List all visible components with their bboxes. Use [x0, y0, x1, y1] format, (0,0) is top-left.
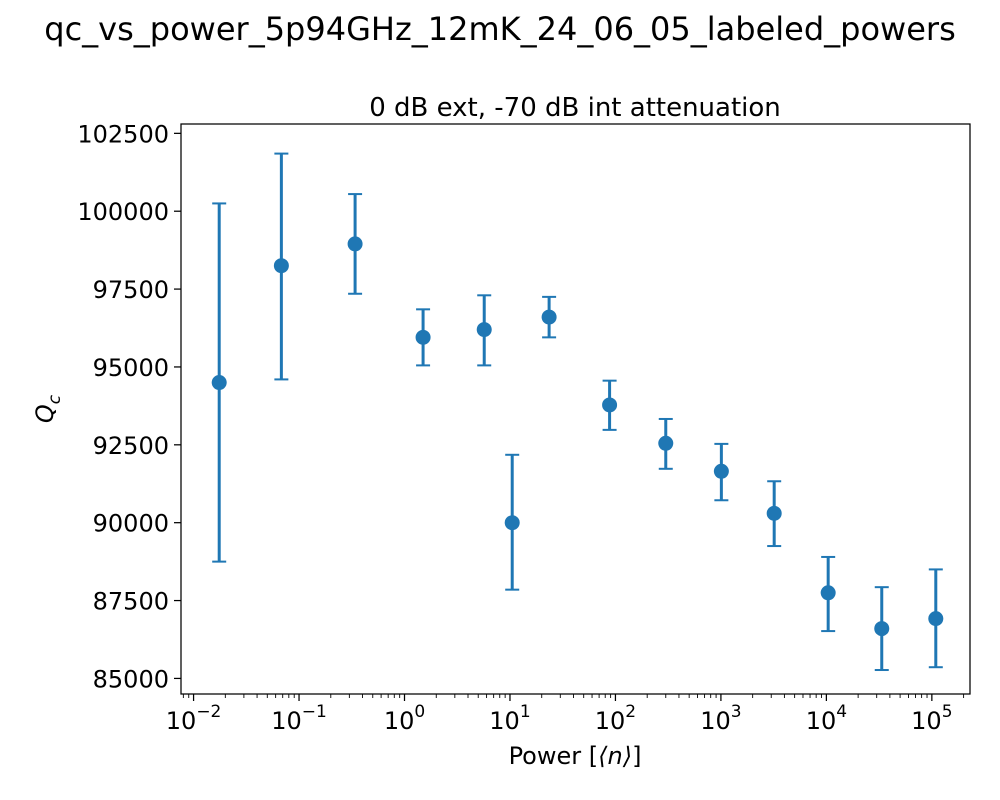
- x-tick-base: 10: [166, 707, 197, 735]
- x-tick-base: 10: [489, 707, 520, 735]
- plot-frame: [180, 123, 971, 695]
- data-point-2: [273, 258, 289, 274]
- x-tick-base: 10: [806, 707, 837, 735]
- data-point-11: [766, 505, 782, 521]
- x-tick-base: 10: [911, 707, 942, 735]
- x-tick-exponent: 3: [731, 702, 742, 722]
- x-tick-exponent: −2: [196, 702, 221, 722]
- y-axis-title: Qc: [31, 394, 65, 423]
- y-tick-label: 92500: [93, 432, 169, 460]
- y-axis-title-main: Q: [31, 404, 59, 423]
- data-point-13: [874, 621, 890, 637]
- y-tick-label: 90000: [93, 510, 169, 538]
- x-tick-base: 10: [271, 707, 302, 735]
- x-tick-exponent: 5: [942, 702, 953, 722]
- marker-group: [211, 236, 944, 637]
- x-tick-exponent: 0: [414, 702, 425, 722]
- y-tick-label: 97500: [93, 276, 169, 304]
- x-tick-label: 100: [384, 702, 425, 735]
- x-tick-exponent: 2: [625, 702, 636, 722]
- x-axis-title: Power [⟨n⟩]: [509, 742, 642, 770]
- plot-title: 0 dB ext, -70 dB int attenuation: [369, 93, 781, 123]
- data-point-4: [415, 329, 431, 345]
- data-point-14: [928, 611, 944, 627]
- y-tick-label: 100000: [77, 198, 169, 226]
- data-point-10: [713, 463, 729, 479]
- data-point-12: [820, 585, 836, 601]
- x-tick-exponent: 1: [520, 702, 531, 722]
- x-tick-label: 102: [595, 702, 636, 735]
- x-axis: 10−2 10−1 100 101 102 103 104 105: [166, 694, 965, 735]
- data-point-9: [658, 435, 674, 451]
- x-tick-label: 10−1: [271, 702, 327, 735]
- y-tick-label: 102500: [77, 120, 169, 148]
- x-axis-title-prefix: Power [: [509, 742, 599, 770]
- x-tick-base: 10: [384, 707, 415, 735]
- y-tick-label: 87500: [93, 588, 169, 616]
- x-tick-label: 103: [700, 702, 741, 735]
- x-axis-title-suffix: ]: [632, 742, 641, 770]
- x-tick-label: 101: [489, 702, 530, 735]
- data-point-8: [602, 397, 618, 413]
- figure-suptitle: qc_vs_power_5p94GHz_12mK_24_06_05_labele…: [44, 10, 956, 48]
- x-tick-base: 10: [595, 707, 626, 735]
- data-point-3: [347, 236, 363, 252]
- x-tick-exponent: −1: [302, 702, 327, 722]
- x-tick-label: 104: [806, 702, 847, 735]
- data-point-1: [211, 375, 227, 391]
- x-tick-label: 105: [911, 702, 952, 735]
- x-tick-exponent: 4: [836, 702, 847, 722]
- y-axis: 85000 87500 90000 92500 95000 97500 100000 1025…: [77, 120, 181, 693]
- data-point-6: [504, 515, 520, 531]
- data-point-5: [476, 322, 492, 338]
- y-axis-title-sub: c: [45, 394, 65, 404]
- y-tick-label: 95000: [93, 354, 169, 382]
- y-tick-label: 85000: [93, 665, 169, 693]
- data-point-7: [541, 309, 557, 325]
- x-tick-label: 10−2: [166, 702, 222, 735]
- x-axis-title-symbol: ⟨n⟩: [598, 742, 632, 770]
- x-tick-base: 10: [700, 707, 731, 735]
